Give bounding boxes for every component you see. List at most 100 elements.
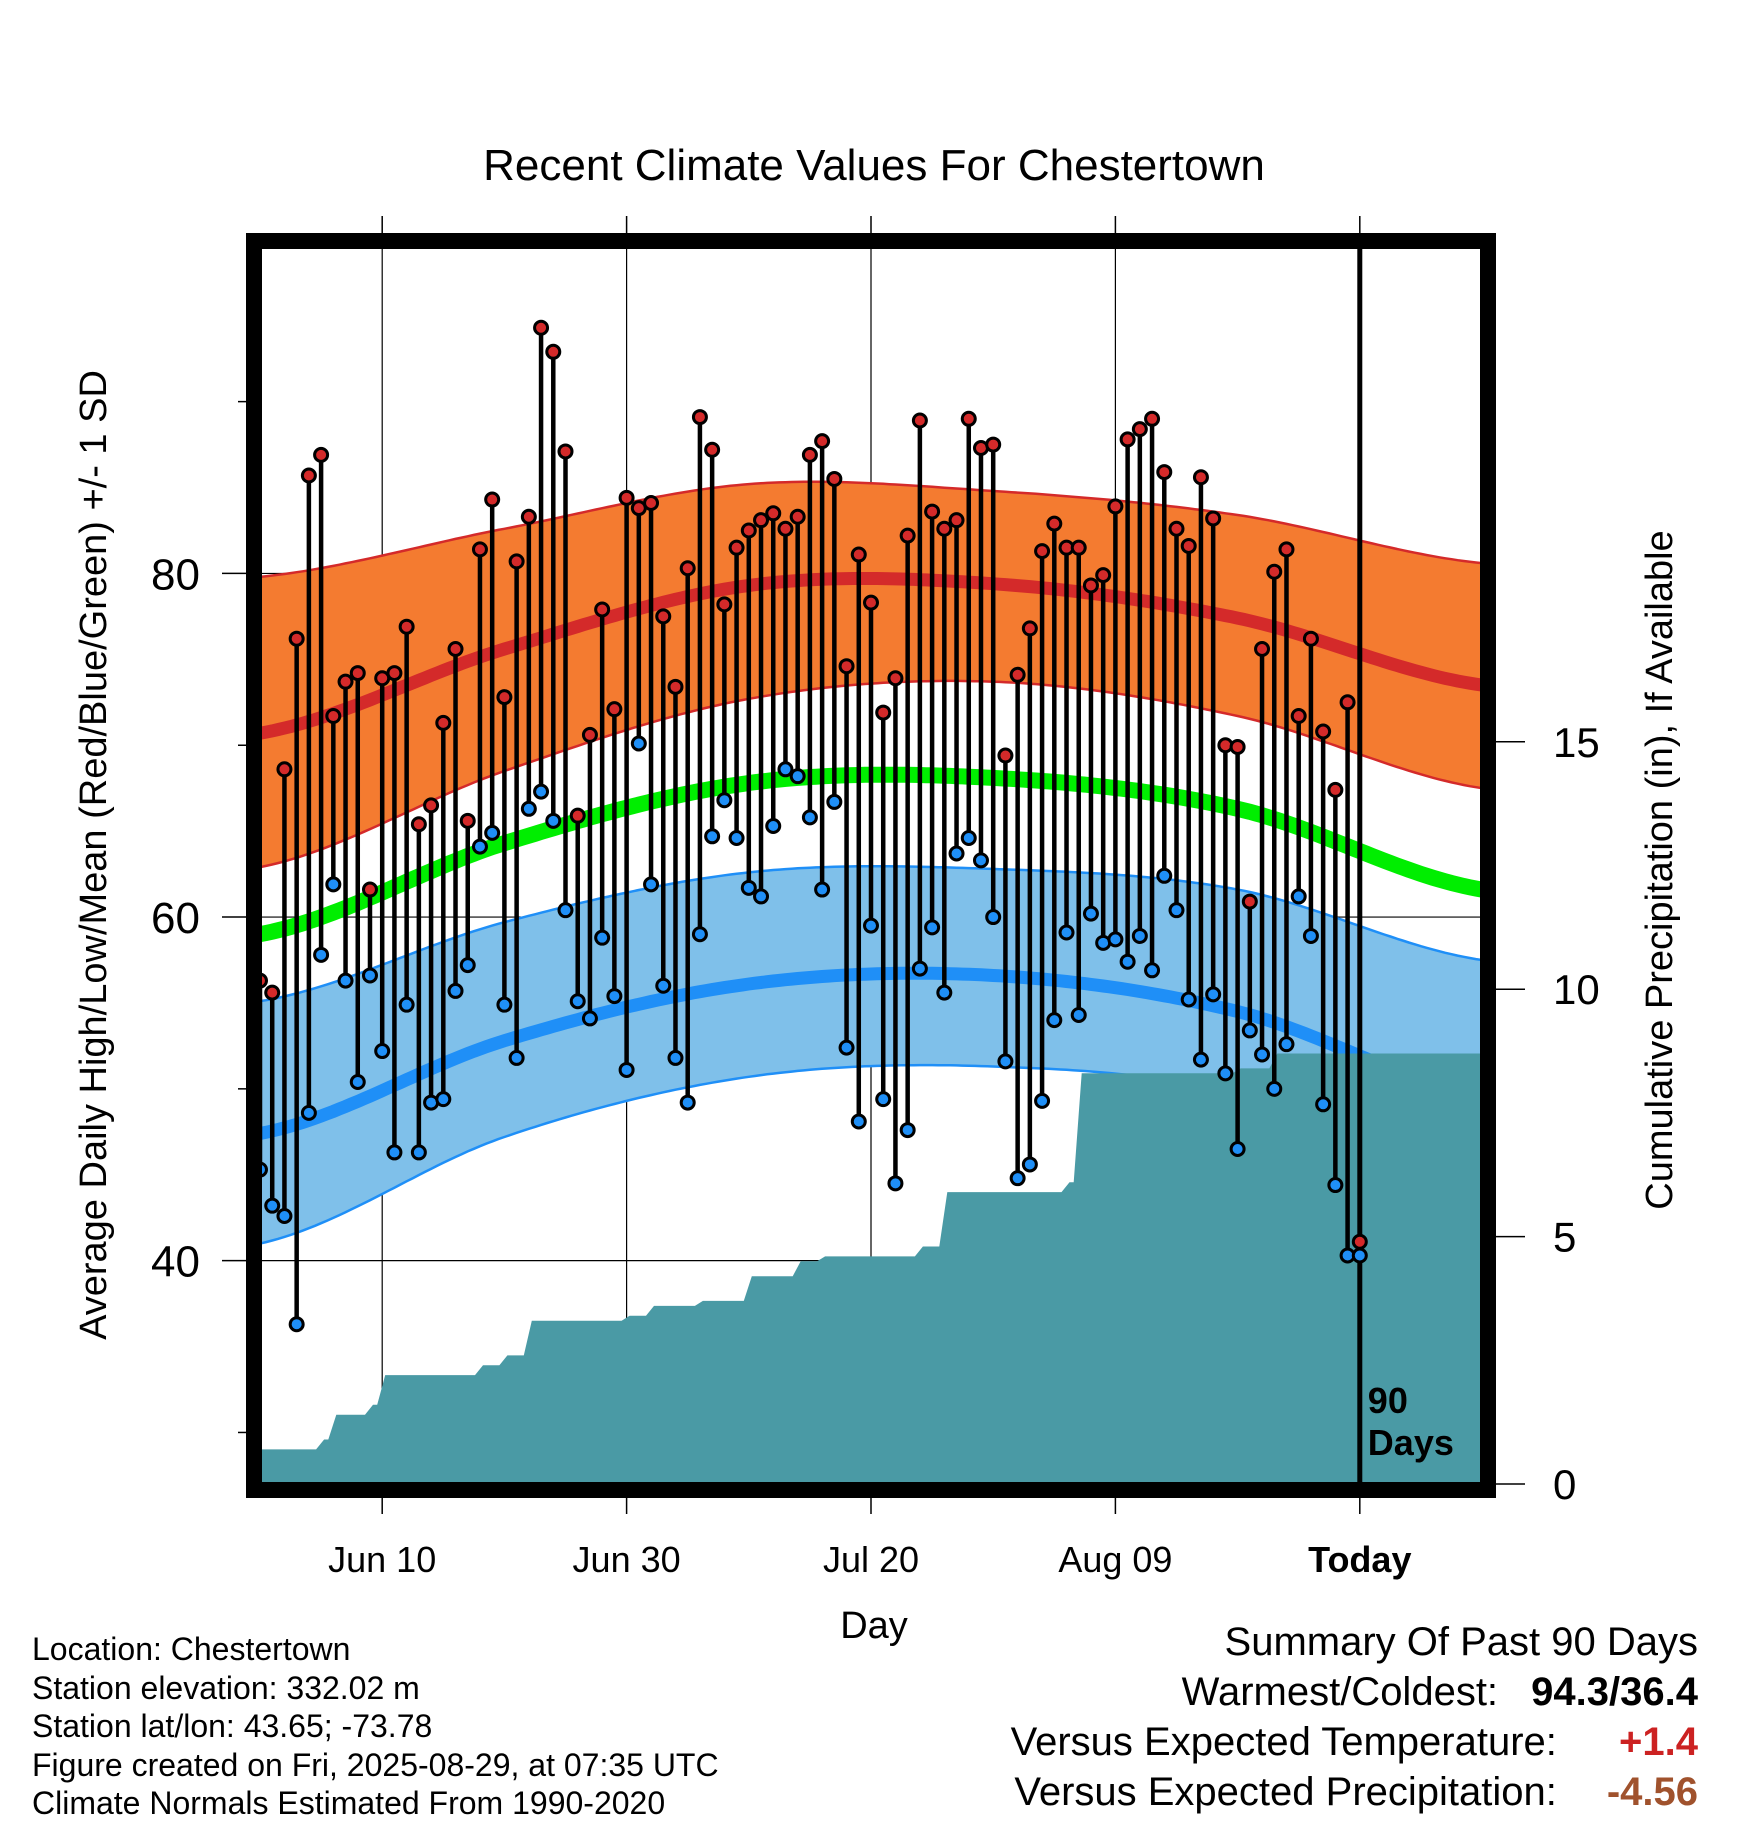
daily-low-point (691, 926, 708, 943)
daily-high-point (1144, 410, 1161, 427)
normal-low-line (260, 966, 1482, 1140)
x-tick-label: Jun 10 (328, 1539, 436, 1580)
daily-low-point (679, 1094, 696, 1111)
daily-low-point (1144, 962, 1161, 979)
daily-low-point (1156, 867, 1173, 884)
y-tick-label: 80 (151, 550, 200, 599)
daily-low-point (765, 817, 782, 834)
daily-low-point (777, 761, 794, 778)
daily-low-point (288, 1316, 305, 1333)
summary-panel: Summary Of Past 90 Days Warmest/Coldest:… (1011, 1617, 1698, 1817)
daily-low-point (557, 902, 574, 919)
daily-low-point (1290, 888, 1307, 905)
daily-high-point (1009, 666, 1026, 683)
daily-low-point (471, 838, 488, 855)
precipitation-area (260, 1053, 1482, 1484)
daily-high-point (459, 812, 476, 829)
daily-low-point (1021, 1156, 1038, 1173)
daily-low-point (606, 988, 623, 1005)
daily-high-point (850, 546, 867, 563)
daily-low-point (618, 1061, 635, 1078)
station-info: Location: Chestertown Station elevation:… (32, 1630, 719, 1823)
daily-high-point (863, 594, 879, 611)
daily-low-point (533, 783, 550, 800)
chart-title: Recent Climate Values For Chestertown (483, 141, 1265, 190)
precip-value: -4.56 (1606, 1770, 1698, 1814)
daily-low-point (594, 929, 611, 946)
daily-low-point (985, 909, 1002, 926)
daily-high-point (447, 641, 464, 658)
daily-low-point (1082, 905, 1099, 922)
x-tick-label: Jul 20 (823, 1539, 919, 1580)
daily-low-point (1034, 1092, 1051, 1109)
daily-high-point (801, 446, 818, 463)
temp-label: Versus Expected Temperature: (1010, 1720, 1557, 1764)
daily-high-point (337, 673, 354, 690)
daily-low-point (276, 1207, 293, 1224)
daily-low-point (1266, 1080, 1283, 1097)
daily-low-point (1131, 927, 1148, 944)
daily-low-point (997, 1053, 1014, 1070)
daily-high-point (496, 689, 513, 706)
daily-high-point (1021, 620, 1038, 637)
daily-low-point (1205, 986, 1222, 1003)
daily-high-point (924, 503, 941, 520)
y2-tick-label: 10 (1553, 966, 1600, 1013)
daily-high-point (557, 443, 574, 460)
daily-high-point (728, 539, 745, 556)
daily-high-point (740, 522, 757, 539)
daily-high-point (1266, 563, 1283, 580)
daily-high-point (716, 596, 733, 613)
daily-high-point (1034, 543, 1051, 560)
summary-precip: Versus Expected Precipitation: -4.56 (1011, 1767, 1698, 1817)
daily-high-point (704, 441, 721, 458)
daily-high-point (569, 807, 586, 824)
daily-high-point (1241, 893, 1258, 910)
info-created: Figure created on Fri, 2025-08-29, at 07… (32, 1746, 719, 1783)
y2-tick-label: 15 (1553, 719, 1600, 766)
y2-tick-label: 5 (1553, 1214, 1576, 1261)
daily-low-point (569, 993, 586, 1010)
daily-low-point (337, 972, 354, 989)
daily-low-point (508, 1049, 525, 1066)
daily-low-point (911, 960, 928, 977)
daily-low-point (325, 876, 342, 893)
daily-high-point (1156, 464, 1173, 481)
daily-high-point (765, 505, 782, 522)
low-sd-band (260, 866, 1482, 1244)
daily-low-point (1229, 1140, 1246, 1157)
daily-high-point (435, 714, 452, 731)
daily-high-point (789, 508, 806, 525)
daily-low-point (960, 830, 977, 847)
daily-low-point (1278, 1036, 1295, 1053)
y-axis-label: Average Daily High/Low/Mean (Red/Blue/Gr… (73, 370, 115, 1340)
daily-high-point (508, 553, 525, 570)
daily-high-point (1315, 723, 1332, 740)
daily-high-point (643, 494, 660, 511)
daily-low-point (313, 946, 330, 963)
plot-frame (246, 233, 1496, 1498)
daily-low-point (863, 917, 879, 934)
daily-high-point (985, 436, 1002, 453)
daily-low-point (545, 812, 562, 829)
daily-low-point (1168, 902, 1185, 919)
daily-high-point (471, 541, 488, 558)
info-latlon: Station lat/lon: 43.65; -73.78 (32, 1708, 433, 1744)
daily-high-point (300, 467, 317, 484)
daily-low-point (655, 977, 672, 994)
daily-high-point (1192, 469, 1209, 486)
today-days-label-line1: 90 (1368, 1380, 1408, 1421)
daily-high-point (1254, 641, 1271, 658)
daily-low-point (398, 996, 415, 1013)
daily-low-point (361, 967, 378, 984)
daily-low-point (716, 792, 733, 809)
daily-low-point (581, 1010, 598, 1027)
daily-low-point (704, 828, 721, 845)
daily-high-point (679, 560, 696, 577)
plot-area (260, 247, 1482, 1484)
daily-high-point (1046, 515, 1063, 532)
daily-low-point (948, 845, 965, 862)
summary-temp: Versus Expected Temperature: +1.4 (1011, 1717, 1698, 1767)
daily-high-point (325, 708, 342, 725)
daily-high-point (1351, 1233, 1368, 1250)
